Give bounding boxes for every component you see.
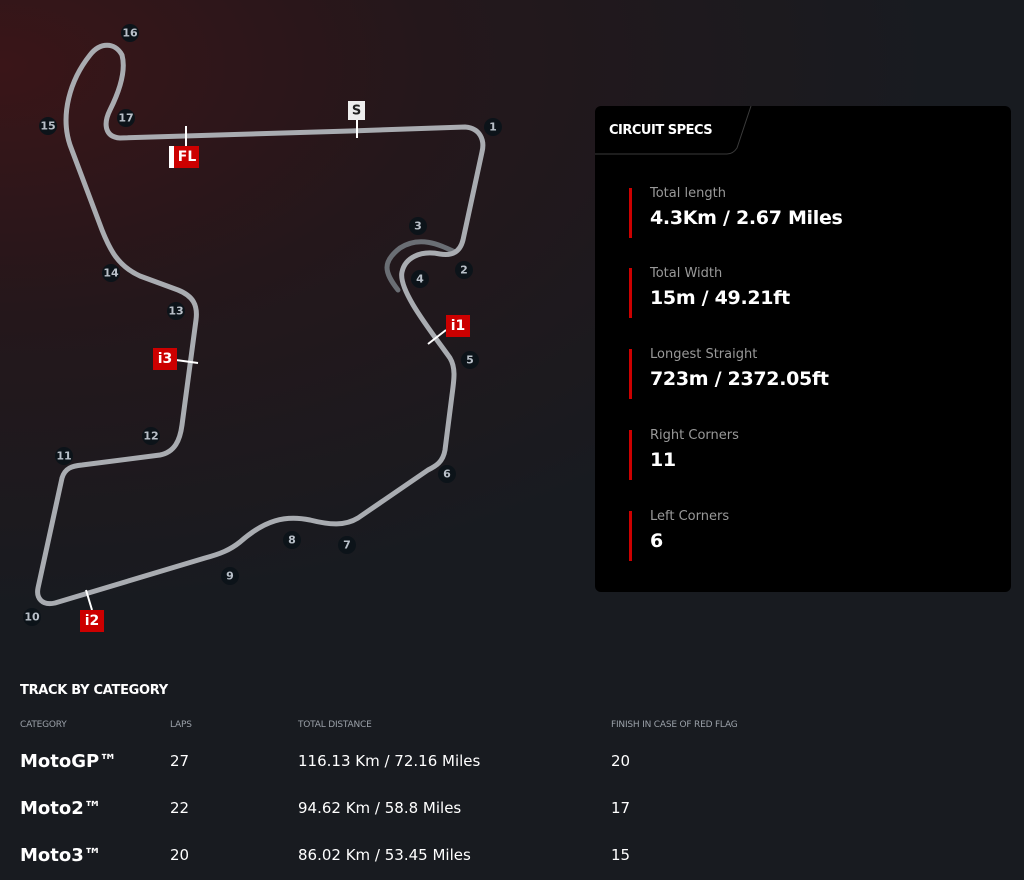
spec-value: 15m / 49.21ft <box>650 287 790 309</box>
turn-label: 9 <box>221 567 239 585</box>
turn-label: 4 <box>411 270 429 288</box>
spec-label: Total length <box>650 186 726 201</box>
spec-label: Longest Straight <box>650 347 758 362</box>
svg-text:12: 12 <box>143 430 158 443</box>
category-name: Moto3™ <box>20 845 102 866</box>
turn-label: 5 <box>461 351 479 369</box>
turn-label: 17 <box>117 109 135 127</box>
track-path <box>35 42 486 607</box>
red-flag-laps: 20 <box>611 752 631 770</box>
svg-text:7: 7 <box>343 539 351 552</box>
distance-value: 116.13 Km / 72.16 Miles <box>298 752 481 770</box>
spec-value: 4.3Km / 2.67 Miles <box>650 207 843 229</box>
distance-value: 86.02 Km / 53.45 Miles <box>298 846 471 864</box>
svg-text:FL: FL <box>178 149 197 165</box>
svg-text:i3: i3 <box>158 351 173 367</box>
header-category: CATEGORY <box>20 720 67 730</box>
specs-tab-border <box>595 106 752 155</box>
svg-text:3: 3 <box>414 220 422 233</box>
svg-text:2: 2 <box>460 264 468 277</box>
circuit-specs-panel: CIRCUIT SPECS Total length 4.3Km / 2.67 M… <box>595 106 1011 592</box>
spec-total-width: Total Width 15m / 49.21ft <box>629 266 790 318</box>
spec-total-length: Total length 4.3Km / 2.67 Miles <box>629 186 843 238</box>
spec-right-corners: Right Corners 11 <box>629 428 739 480</box>
turn-label: 2 <box>455 261 473 279</box>
svg-text:6: 6 <box>443 468 451 481</box>
spec-value: 723m / 2372.05ft <box>650 368 829 390</box>
start-marker: S <box>348 101 365 120</box>
svg-text:10: 10 <box>24 611 40 624</box>
intermediate-3-marker: i3 <box>153 348 177 370</box>
svg-text:16: 16 <box>122 27 138 40</box>
track-old-section <box>384 239 458 293</box>
turn-label: 12 <box>142 427 160 445</box>
svg-text:9: 9 <box>226 570 234 583</box>
spec-value: 11 <box>650 449 676 471</box>
turn-label: 13 <box>167 302 185 320</box>
turn-label: 1 <box>484 118 502 136</box>
turn-label: 10 <box>23 608 41 626</box>
finish-line-marker: FL <box>169 146 199 168</box>
spec-label: Total Width <box>650 266 723 281</box>
spec-longest-straight: Longest Straight 723m / 2372.05ft <box>629 347 829 399</box>
laps-value: 22 <box>170 799 190 817</box>
distance-value: 94.62 Km / 58.8 Miles <box>298 799 462 817</box>
header-laps: LAPS <box>170 720 192 730</box>
svg-text:i2: i2 <box>85 613 100 629</box>
svg-text:13: 13 <box>168 305 183 318</box>
intermediate-2-marker: i2 <box>80 610 104 632</box>
spec-label: Left Corners <box>650 509 730 524</box>
track-by-category-title: TRACK BY CATEGORY <box>20 683 168 698</box>
spec-value: 6 <box>650 530 663 552</box>
spec-label: Right Corners <box>650 428 739 443</box>
header-red-flag: FINISH IN CASE OF RED FLAG <box>611 720 738 730</box>
svg-text:1: 1 <box>489 121 497 134</box>
svg-text:5: 5 <box>466 354 474 367</box>
red-flag-laps: 17 <box>611 799 631 817</box>
turn-label: 14 <box>102 264 120 282</box>
svg-text:4: 4 <box>416 273 424 286</box>
red-flag-laps: 15 <box>611 846 631 864</box>
turn-label: 7 <box>338 536 356 554</box>
spec-left-corners: Left Corners 6 <box>629 509 730 561</box>
header-total-distance: TOTAL DISTANCE <box>298 720 372 730</box>
intermediate-1-marker: i1 <box>446 315 470 337</box>
svg-text:14: 14 <box>103 267 119 280</box>
turn-label: 6 <box>438 465 456 483</box>
specs-title: CIRCUIT SPECS <box>609 123 713 138</box>
turn-label: 16 <box>121 24 139 42</box>
laps-value: 20 <box>170 846 190 864</box>
turn-label: 8 <box>283 531 301 549</box>
svg-text:S: S <box>352 104 361 119</box>
category-name: Moto2™ <box>20 798 102 819</box>
svg-text:8: 8 <box>288 534 296 547</box>
svg-text:17: 17 <box>118 112 133 125</box>
turn-label: 15 <box>39 117 57 135</box>
turn-label: 3 <box>409 217 427 235</box>
laps-value: 27 <box>170 752 190 770</box>
svg-text:i1: i1 <box>451 318 466 334</box>
turn-label: 11 <box>55 447 73 465</box>
svg-text:11: 11 <box>56 450 71 463</box>
category-name: MotoGP™ <box>20 751 118 772</box>
svg-text:15: 15 <box>40 120 55 133</box>
